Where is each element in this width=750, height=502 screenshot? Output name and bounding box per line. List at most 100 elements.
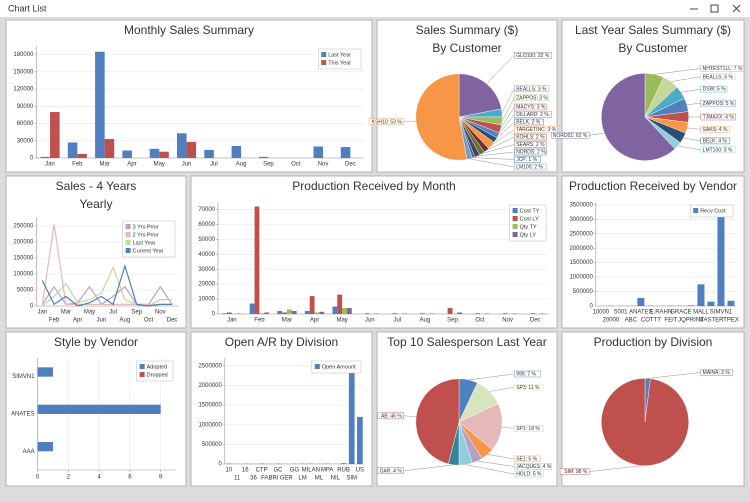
chart-panel	[5, 175, 187, 329]
pie-label-box	[700, 137, 731, 145]
x-tick-label: Oct	[291, 162, 301, 168]
pie-slice	[458, 403, 503, 450]
pie-label: AB: 46 %	[381, 413, 402, 419]
leader-line	[589, 465, 643, 472]
pie-label: GLO100: 22 %	[516, 53, 550, 59]
leader-line	[647, 372, 701, 379]
y-tick-label: 0	[30, 304, 34, 310]
y-tick-label: 3500000	[569, 202, 593, 208]
x-tick-label: Sep	[447, 318, 458, 324]
leader-line	[403, 415, 417, 417]
bar	[231, 145, 242, 158]
x-tick-label: MASTER	[698, 318, 724, 324]
legend-label: Last Year	[328, 52, 351, 58]
x-tick-label: Dec	[530, 318, 541, 324]
x-tick-label: Feb	[49, 318, 60, 324]
leader-line	[501, 97, 515, 122]
pie-label: DSW: 5 %	[703, 87, 727, 93]
bar	[264, 312, 270, 314]
x-tick-label: Dec	[345, 162, 356, 168]
x-tick-label: Jan	[37, 310, 47, 316]
pie-label: BELK: 4 %	[703, 139, 728, 145]
x-tick-label: May	[154, 162, 165, 168]
pie-label: HOLD: 5 %	[516, 472, 542, 478]
bar	[687, 305, 695, 306]
pie-label: NHTEST1LL: 7 %	[703, 66, 743, 72]
leader-line	[497, 114, 515, 136]
chart-subtitle: By Customer	[432, 41, 501, 55]
x-tick-label: Nov	[318, 162, 329, 168]
pie-label: BELK: 2 %	[516, 120, 541, 126]
y-tick-label: 250000	[13, 224, 34, 230]
pie-label: 999: 7 %	[516, 372, 536, 378]
pie-label-box	[700, 73, 736, 81]
bar	[254, 206, 260, 314]
pie-label: BEALLS: 6 %	[703, 74, 734, 80]
x-tick-label: Aug	[236, 162, 247, 168]
bar	[282, 312, 287, 314]
leader-line	[403, 464, 454, 472]
y-tick-label: SIMVN1	[12, 374, 35, 380]
bar	[727, 300, 735, 306]
pie-label-box	[514, 52, 553, 59]
x-tick-label: 4	[97, 475, 101, 481]
bar	[707, 301, 715, 306]
pie-label: LM100: 2 %	[516, 165, 543, 171]
y-tick-label: 1000000	[569, 275, 593, 281]
x-tick-label: E.RAHN	[650, 310, 673, 316]
x-tick-label: GC	[274, 468, 284, 474]
line	[41, 266, 173, 307]
pie-label-box	[514, 470, 544, 478]
legend-label: Cost LY	[520, 216, 539, 222]
bar	[313, 146, 324, 158]
bar	[637, 297, 645, 306]
legend-swatch	[125, 248, 131, 253]
close-button[interactable]	[732, 4, 741, 13]
bar	[309, 296, 315, 314]
bar	[342, 308, 347, 314]
pie-slice	[601, 73, 676, 161]
bar	[286, 309, 292, 314]
pie-label: MAINA: 2 %	[703, 370, 731, 376]
x-tick-label: NIL	[331, 476, 341, 482]
legend-label: Qty LY	[520, 232, 537, 238]
pie-label-box	[700, 369, 733, 376]
legend-label: Adopted	[147, 364, 168, 370]
x-tick-label: Jan	[227, 318, 237, 324]
x-tick-label: Jun	[96, 318, 106, 324]
bar	[319, 311, 325, 314]
leader-line	[589, 132, 605, 136]
pie-label-box	[514, 111, 553, 118]
x-tick-label: GER	[280, 476, 294, 482]
pie-label-box	[377, 467, 404, 475]
pie-label-box	[514, 370, 541, 378]
bar	[37, 367, 53, 377]
pie-label-box	[368, 118, 404, 125]
bar	[176, 133, 187, 158]
x-tick-label: Sep	[263, 162, 274, 168]
x-tick-label: JQPRINT	[678, 318, 704, 324]
legend-swatch	[512, 224, 518, 229]
legend-label: Cost TY	[520, 208, 540, 214]
pie-label-box	[514, 384, 544, 391]
maximize-button[interactable]	[710, 4, 719, 13]
bar	[204, 149, 214, 158]
y-tick-label: 1000000	[198, 422, 222, 428]
bar	[77, 153, 87, 158]
leader-line	[486, 136, 515, 151]
leader-line	[468, 373, 515, 381]
y-tick-label: 0	[212, 312, 216, 318]
x-tick-label: 0	[36, 475, 40, 481]
y-tick-label: 60000	[17, 121, 34, 127]
y-tick-label: 1500000	[198, 403, 222, 409]
x-tick-label: GRACE	[670, 310, 691, 316]
legend-label: Qty TY	[520, 224, 537, 230]
legend-swatch	[693, 208, 699, 213]
legend-box	[122, 220, 176, 258]
x-tick-label: ANATES	[629, 310, 653, 316]
pie-label: JCP: 1 %	[516, 157, 537, 163]
y-tick-label: 100000	[13, 272, 34, 278]
x-tick-label: Jul	[393, 318, 401, 324]
pie-label: MACYS: 3 %	[516, 105, 546, 111]
